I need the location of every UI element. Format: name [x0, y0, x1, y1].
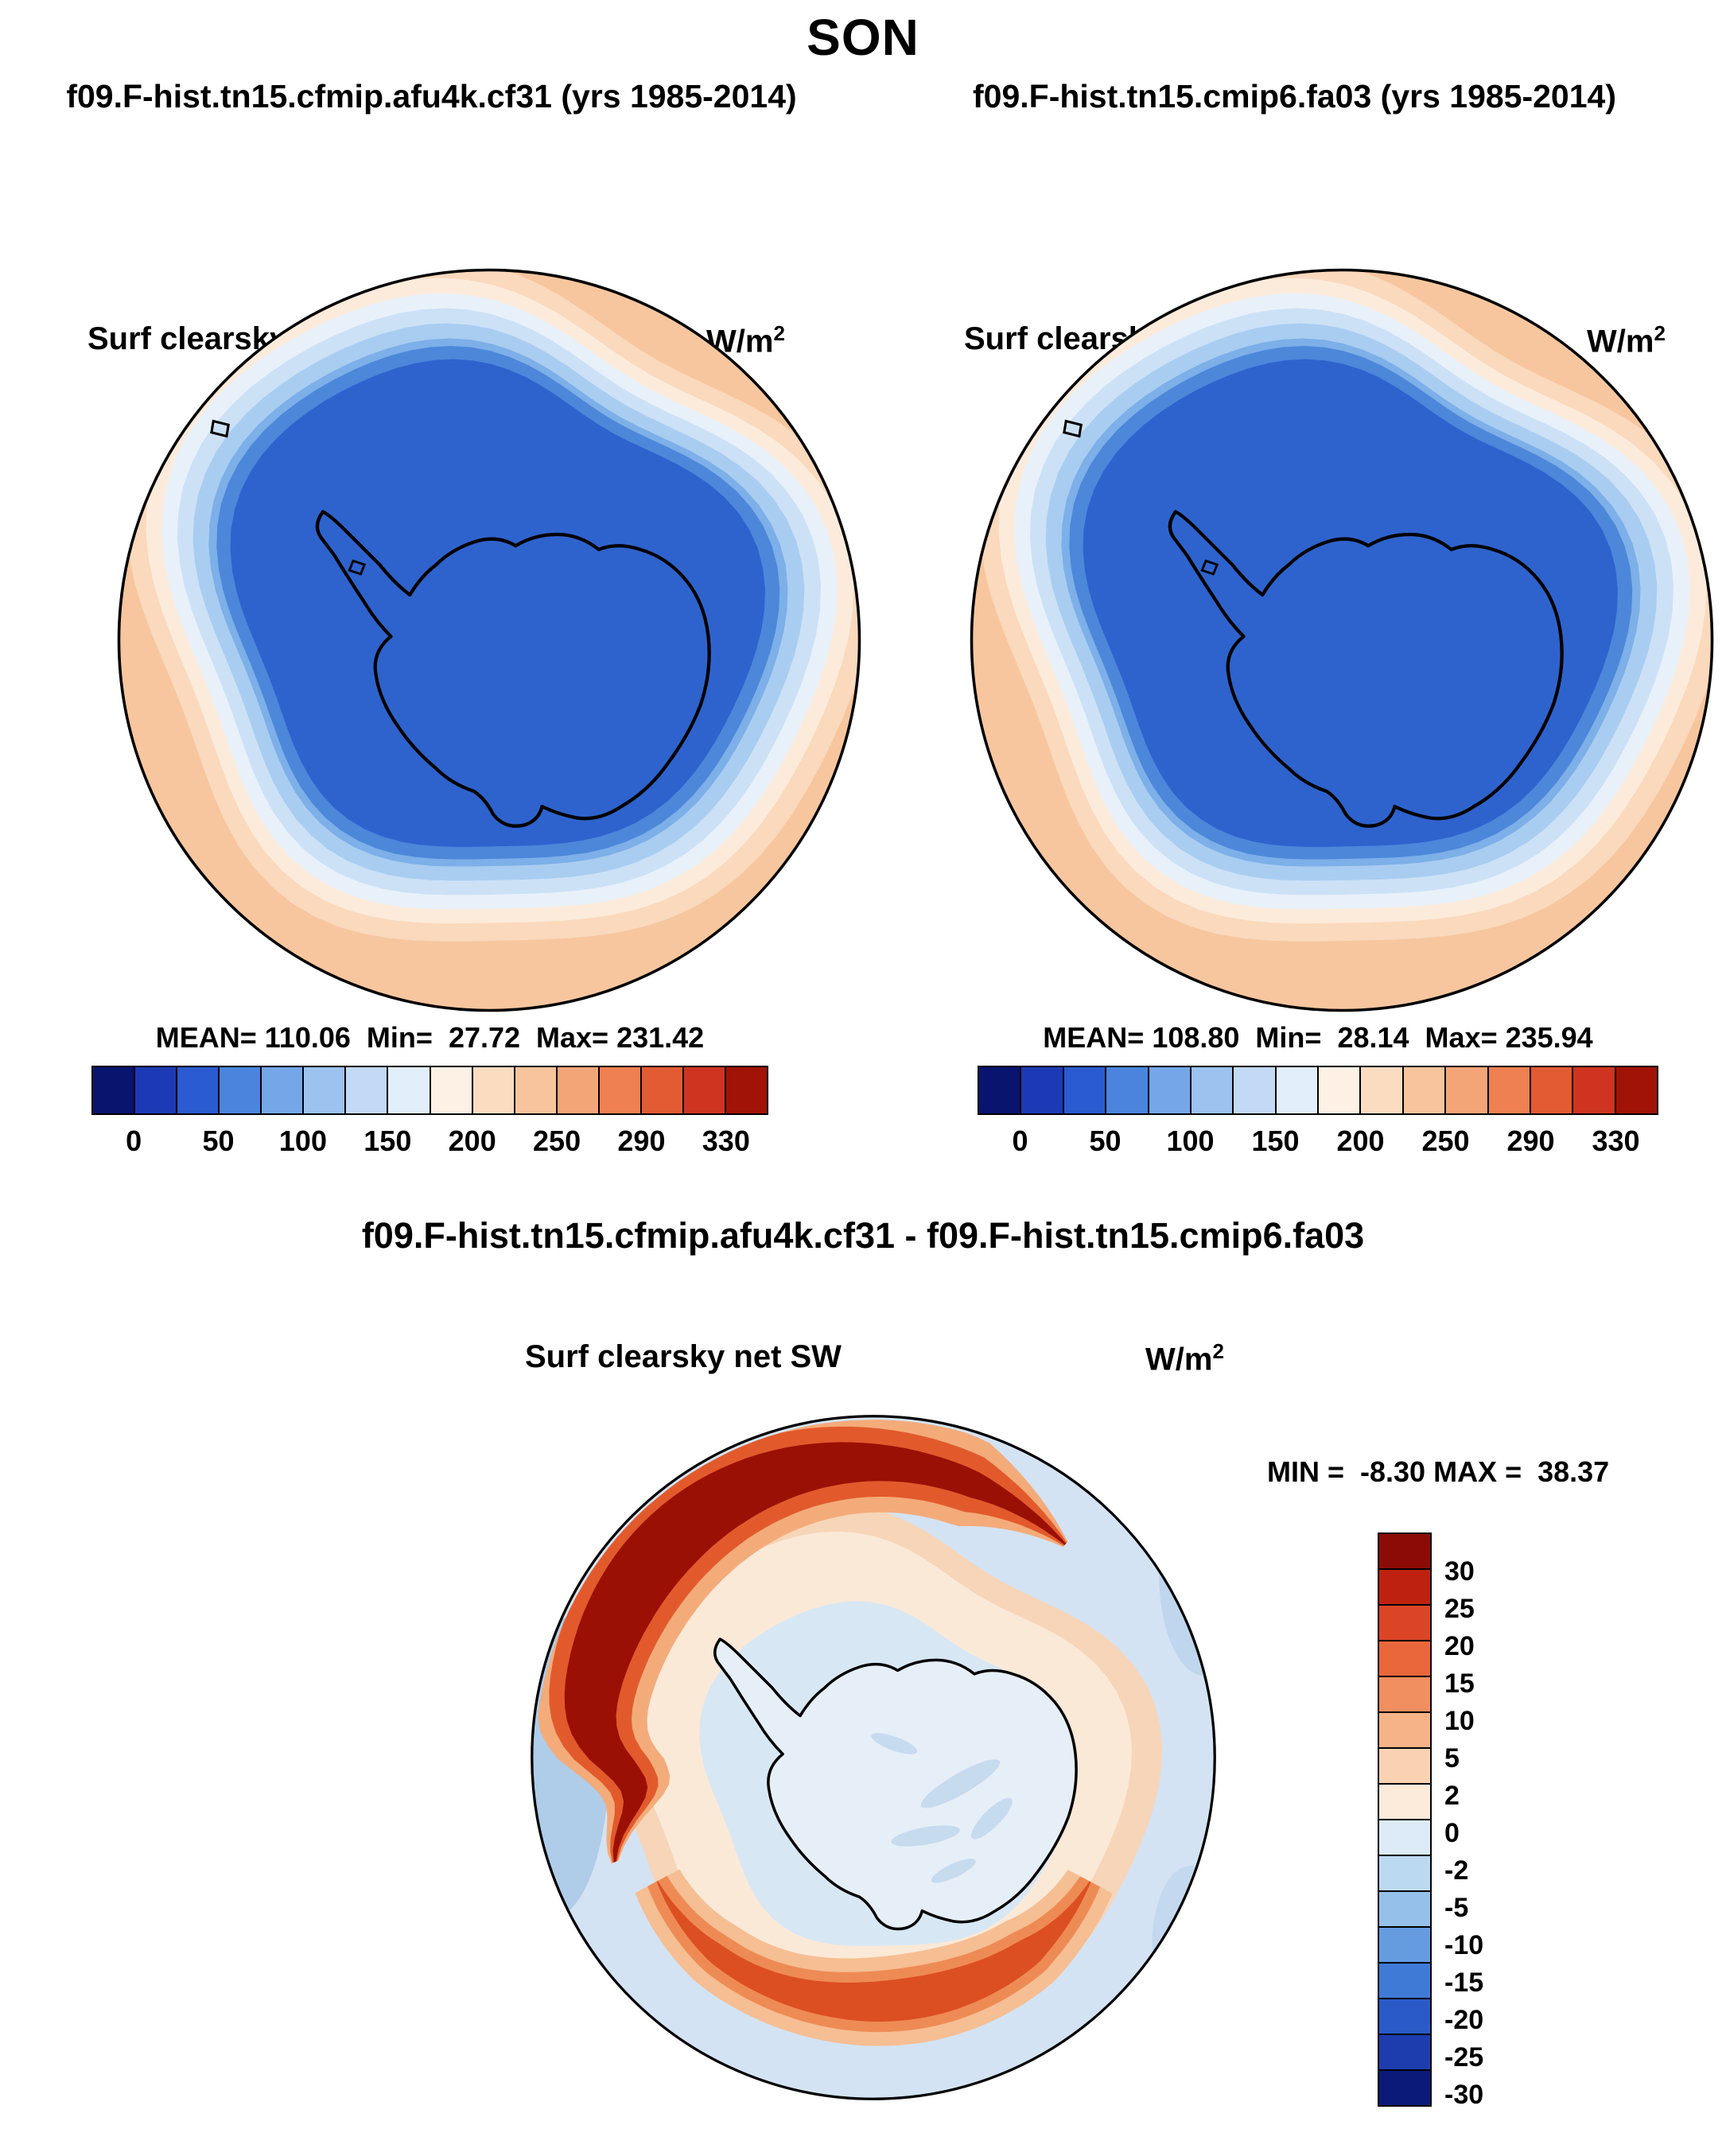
field-label-diff: Surf clearsky net SW: [525, 1339, 842, 1374]
units-exponent: 2: [773, 321, 785, 345]
diff-minmax-line: MIN = -8.30 MAX = 38.37: [1267, 1455, 1610, 1488]
units-label-right: W/m2: [1587, 321, 1666, 359]
colorbar-tick-labels: 0 50 100 150 200 250 290 330: [126, 1125, 750, 1157]
units-label-diff: W/m2: [1145, 1339, 1224, 1377]
colorbar-right: 0 50 100 150 200 250 290 330: [978, 1066, 1658, 1157]
colorbar-tick-labels: 0 50 100 150 200 250 290 330: [1012, 1125, 1640, 1157]
map-antarctica-run2: [964, 262, 1720, 1018]
units-text: W/m: [1145, 1342, 1213, 1377]
diff-title: f09.F-hist.tn15.cfmip.afu4k.cf31 - f09.F…: [361, 1215, 1365, 1256]
colorbar-left: 0 50 100 150 200 250 290 330: [91, 1066, 768, 1157]
stats-line-left: MEAN= 110.06 Min= 27.72 Max= 231.42: [155, 1021, 705, 1054]
colorbar-boxes: [91, 1066, 768, 1115]
units-exponent: 2: [1654, 321, 1666, 345]
units-exponent: 2: [1212, 1339, 1224, 1363]
units-text: W/m: [1587, 324, 1654, 359]
map-antarctica-run1: [111, 262, 867, 1018]
run-title-right: f09.F-hist.tn15.cmip6.fa03 (yrs 1985-201…: [973, 78, 1616, 115]
run-title-left: f09.F-hist.tn15.cfmip.afu4k.cf31 (yrs 19…: [66, 78, 797, 115]
colorbar-boxes: [1378, 1533, 1432, 2107]
colorbar-boxes: [978, 1066, 1658, 1115]
map-antarctica-difference: [525, 1409, 1222, 2106]
stats-line-right: MEAN= 108.80 Min= 28.14 Max= 235.94: [1043, 1021, 1593, 1054]
season-title: SON: [807, 9, 919, 66]
colorbar-diff-vertical: 30 25 20 15 10 5 2 0 -2 -5 -10 -15 -20 -25 -30: [1378, 1533, 1483, 2156]
